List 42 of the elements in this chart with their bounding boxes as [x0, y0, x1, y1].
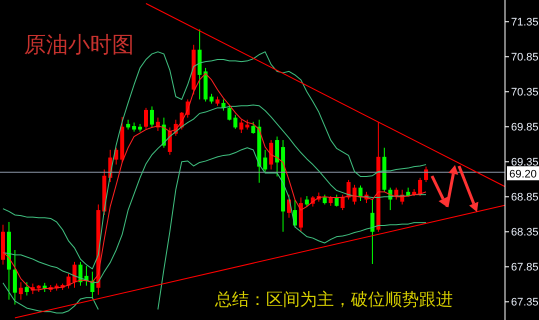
- candlestick: [126, 119, 130, 130]
- candlestick: [269, 140, 274, 170]
- y-tick-label: 71.35: [511, 16, 539, 29]
- y-tick-label: 68.85: [511, 192, 539, 204]
- candlestick: [239, 119, 244, 134]
- y-tick-label: 68.35: [511, 226, 539, 239]
- candlestick: [304, 196, 309, 208]
- candlestick: [150, 106, 154, 128]
- candlestick: [144, 107, 148, 130]
- candlestick: [18, 282, 23, 300]
- candlestick: [424, 166, 428, 183]
- line-series: [2, 73, 427, 290]
- candlestick: [358, 185, 362, 202]
- candlestick: [72, 261, 76, 288]
- candlestick: [245, 119, 250, 130]
- candlestick: [418, 177, 422, 197]
- candlestick: [12, 249, 17, 306]
- candlestick: [340, 194, 345, 211]
- candlestick: [24, 282, 29, 296]
- candlestick: [42, 282, 47, 292]
- candlestick: [322, 194, 327, 205]
- candlestick: [227, 104, 232, 121]
- candlestick: [216, 96, 220, 106]
- y-tick-label: 69.85: [511, 122, 539, 134]
- candlestick: [210, 93, 214, 104]
- y-tick-label: 67.85: [511, 262, 539, 274]
- y-tick-label: 67.35: [511, 296, 539, 309]
- y-tick-label: 70.85: [511, 52, 539, 64]
- candlestick: [352, 184, 357, 205]
- candlestick: [233, 114, 238, 130]
- text: 原油小时图: [24, 32, 134, 60]
- ref-line-label: 69.20: [509, 168, 537, 180]
- candlestick: [263, 149, 268, 172]
- y-tick-label: 70.35: [511, 86, 539, 99]
- candlestick: [328, 196, 333, 206]
- candlestick: [370, 199, 374, 264]
- candlestick: [334, 194, 339, 208]
- y-tick-label: 69.35: [511, 156, 539, 169]
- candlestick: [168, 126, 172, 156]
- candlestick: [275, 136, 280, 177]
- candlestick: [132, 122, 136, 132]
- annotation: 总结：区间为主，破位顺势跟进: [215, 289, 453, 311]
